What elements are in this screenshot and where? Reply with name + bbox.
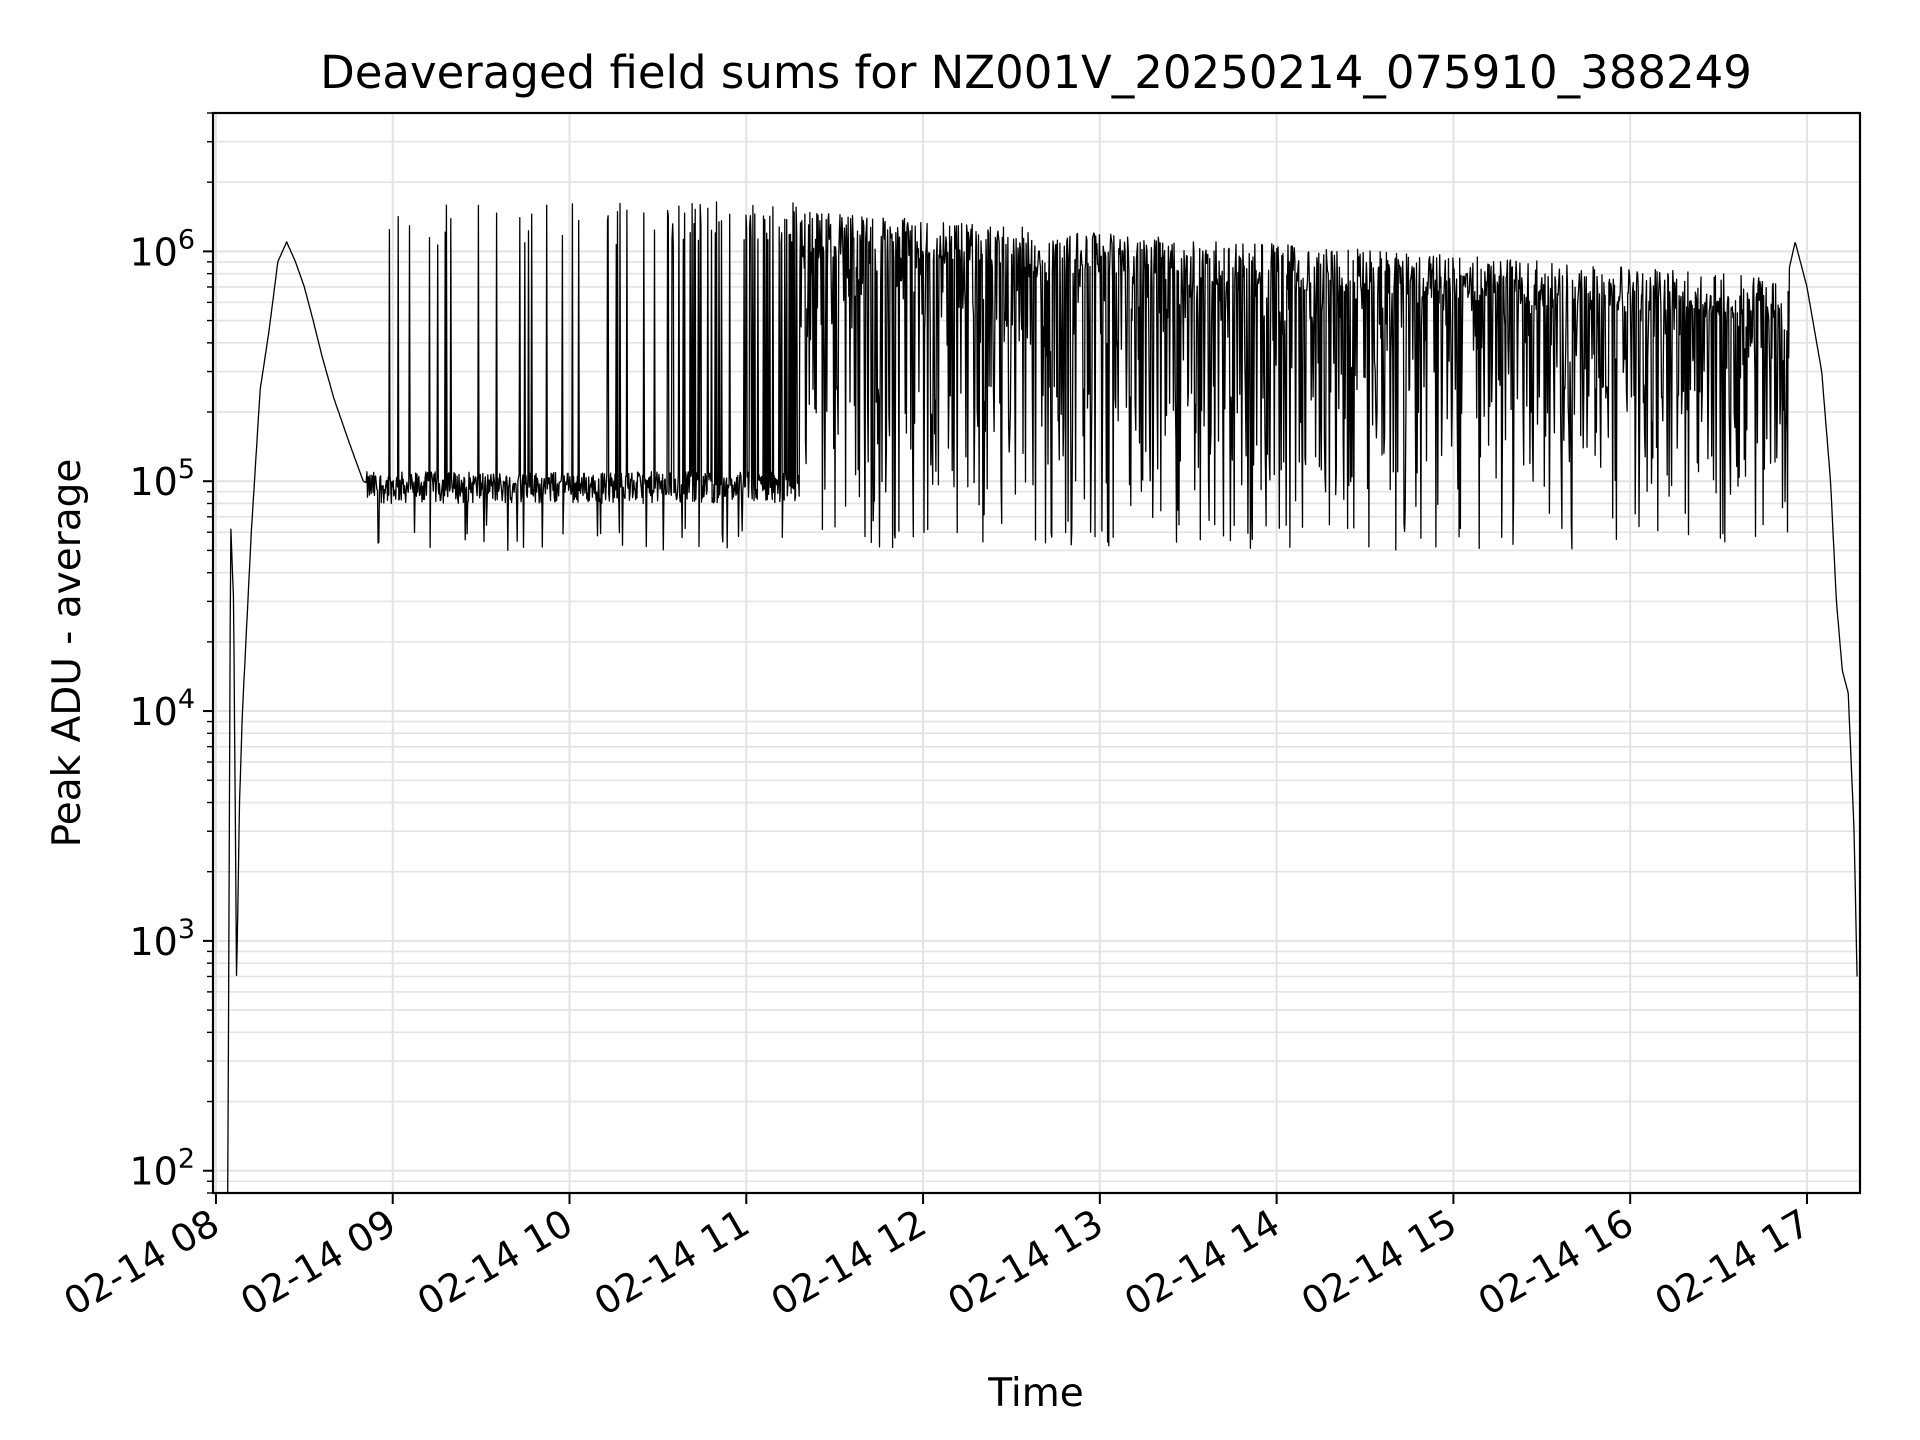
y-tick-label: 105	[129, 454, 195, 504]
x-axis-label: Time	[987, 1371, 1083, 1416]
plot-area	[227, 201, 1858, 1194]
y-axis-label: Peak ADU - average	[45, 459, 90, 848]
plot-frame	[211, 111, 1862, 1195]
y-tick-label: 103	[129, 914, 195, 964]
y-tick-label: 104	[129, 684, 195, 734]
chart-title: Deaveraged field sums for NZ001V_2025021…	[320, 46, 1752, 99]
y-tick-label: 102	[129, 1144, 195, 1194]
data-series-line	[227, 201, 1858, 1194]
y-tick-label: 106	[129, 224, 195, 274]
